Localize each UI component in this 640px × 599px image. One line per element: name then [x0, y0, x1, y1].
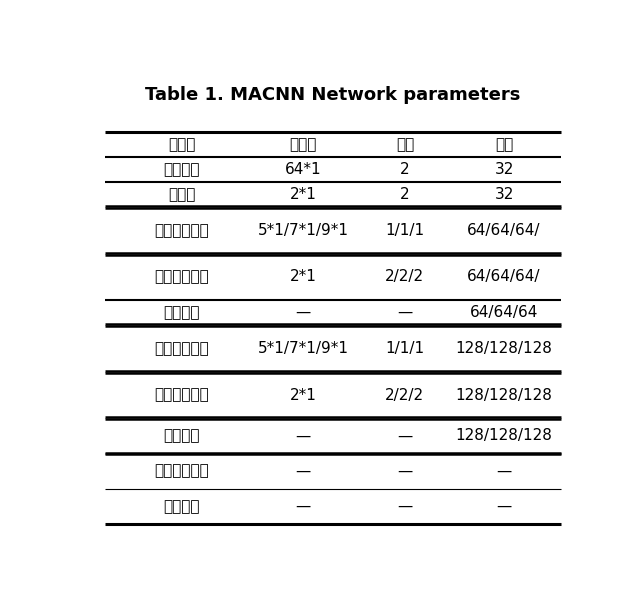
Text: 1/1/1: 1/1/1: [385, 223, 424, 238]
Text: 核数: 核数: [495, 137, 513, 152]
Text: 64/64/64/: 64/64/64/: [467, 223, 541, 238]
Text: —: —: [296, 464, 311, 479]
Text: 128/128/128: 128/128/128: [456, 388, 552, 403]
Text: 步长: 步长: [396, 137, 414, 152]
Text: 宽卷积层: 宽卷积层: [163, 162, 200, 177]
Text: —: —: [397, 464, 413, 479]
Text: Table 1. MACNN Network parameters: Table 1. MACNN Network parameters: [145, 86, 521, 104]
Text: 多尺度卷积层: 多尺度卷积层: [154, 223, 209, 238]
Text: 全连接层: 全连接层: [163, 499, 200, 514]
Text: 2/2/2: 2/2/2: [385, 270, 424, 285]
Text: 128/128/128: 128/128/128: [456, 341, 552, 356]
Text: 5*1/7*1/9*1: 5*1/7*1/9*1: [258, 223, 349, 238]
Text: —: —: [497, 464, 512, 479]
Text: 注意力层: 注意力层: [163, 428, 200, 443]
Text: 多尺度池化层: 多尺度池化层: [154, 270, 209, 285]
Text: 2*1: 2*1: [290, 187, 317, 202]
Text: —: —: [296, 499, 311, 514]
Text: 32: 32: [494, 187, 514, 202]
Text: 2/2/2: 2/2/2: [385, 388, 424, 403]
Text: —: —: [296, 428, 311, 443]
Text: 多尺度池化层: 多尺度池化层: [154, 388, 209, 403]
Text: 层名称: 层名称: [168, 137, 195, 152]
Text: 2: 2: [400, 187, 410, 202]
Text: 1/1/1: 1/1/1: [385, 341, 424, 356]
Text: —: —: [397, 305, 413, 320]
Text: 32: 32: [494, 162, 514, 177]
Text: —: —: [497, 499, 512, 514]
Text: 全局平均池化: 全局平均池化: [154, 464, 209, 479]
Text: 核尺寸: 核尺寸: [289, 137, 317, 152]
Text: —: —: [397, 428, 413, 443]
Text: 注意力层: 注意力层: [163, 305, 200, 320]
Text: 多尺度卷积层: 多尺度卷积层: [154, 341, 209, 356]
Text: 2: 2: [400, 162, 410, 177]
Text: 5*1/7*1/9*1: 5*1/7*1/9*1: [258, 341, 349, 356]
Text: 64/64/64/: 64/64/64/: [467, 270, 541, 285]
Text: 2*1: 2*1: [290, 388, 317, 403]
Text: —: —: [397, 499, 413, 514]
Text: 128/128/128: 128/128/128: [456, 428, 552, 443]
Text: —: —: [296, 305, 311, 320]
Text: 池化层: 池化层: [168, 187, 195, 202]
Text: 64/64/64: 64/64/64: [470, 305, 538, 320]
Text: 64*1: 64*1: [285, 162, 321, 177]
Text: 2*1: 2*1: [290, 270, 317, 285]
